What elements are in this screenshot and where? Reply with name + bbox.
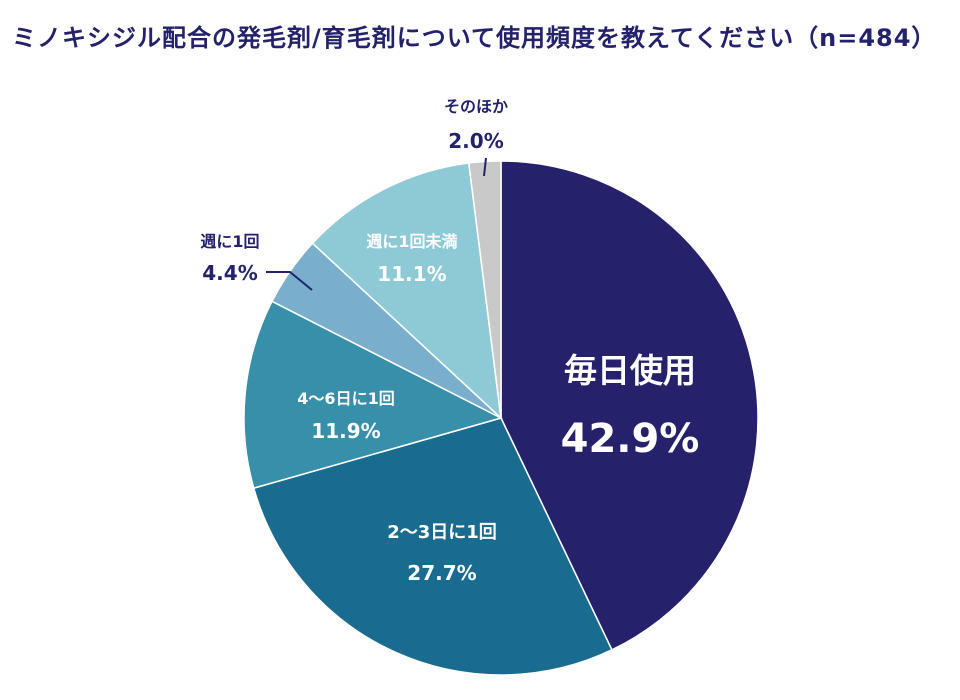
slice-label: 週に1回未満 xyxy=(366,232,457,251)
slice-value-label: 27.7% xyxy=(407,561,476,585)
pie-slice xyxy=(252,417,613,676)
slice-label: そのほか xyxy=(444,97,508,116)
slice-label: 4〜6日に1回 xyxy=(297,389,394,408)
slice-value-label: 11.9% xyxy=(311,419,380,443)
slice-value-label: 42.9% xyxy=(561,416,700,462)
slice-value-label: 2.0% xyxy=(448,129,503,153)
leader-line xyxy=(266,271,313,291)
leader-line xyxy=(483,157,487,177)
slice-label: 週に1回 xyxy=(200,232,259,251)
pie-slice xyxy=(243,300,504,490)
slice-value-label: 11.1% xyxy=(377,262,446,286)
slice-value-label: 4.4% xyxy=(202,261,257,285)
chart-title: ミノキシジル配合の発毛剤/育毛剤について使用頻度を教えてください（n=484） xyxy=(12,24,937,52)
slice-label: 毎日使用 xyxy=(564,351,696,390)
slice-label: 2〜3日に1回 xyxy=(387,522,497,543)
pie-slice xyxy=(500,160,759,651)
pie-slice xyxy=(311,162,503,420)
